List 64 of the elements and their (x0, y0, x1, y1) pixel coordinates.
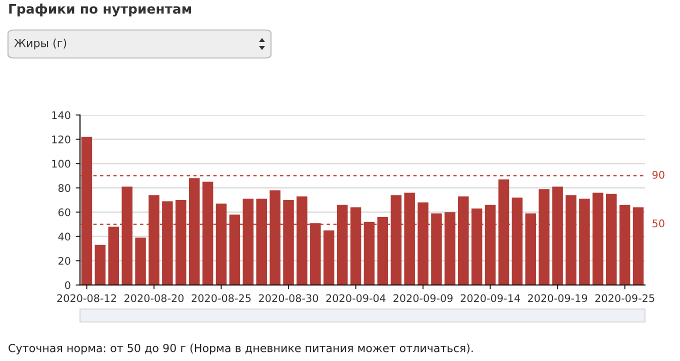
bar (242, 198, 254, 285)
text: Суточная норма: от 50 до 90 г (Норма в дневнике питания может отличаться). (8, 344, 473, 354)
x-tick-label: 2020-09-04 (326, 294, 386, 302)
x-tick-label: 2020-08-30 (259, 294, 318, 302)
x-tick-label: 2020-09-09 (394, 294, 453, 302)
bar (188, 178, 200, 285)
bar (444, 212, 456, 285)
bar (377, 217, 388, 285)
y-tick-label: 100 (52, 160, 70, 168)
y-tick-label: 120 (52, 136, 70, 144)
x-tick-label: 2020-09-14 (460, 294, 520, 302)
bar (216, 204, 227, 285)
bar (94, 244, 106, 285)
bar (81, 136, 92, 285)
bar (498, 179, 510, 285)
bar (122, 186, 132, 285)
y-tick-label: 140 (52, 111, 70, 120)
bar (418, 202, 428, 285)
bar (390, 195, 402, 285)
bar (525, 213, 536, 285)
bar (538, 189, 550, 285)
bar (606, 194, 617, 285)
bar (619, 204, 630, 285)
y-tick-label: 40 (58, 232, 70, 241)
ref-line-label: 90 (652, 170, 664, 179)
bar (566, 195, 576, 285)
y-tick-label: 20 (58, 256, 70, 265)
ref-line-label: 50 (652, 219, 664, 228)
bar (632, 207, 644, 285)
chart-subtitle: Жиры (г) (14, 38, 66, 50)
bar (229, 214, 240, 285)
x-tick-label: 2020-08-20 (124, 294, 184, 302)
bar (484, 204, 496, 285)
bar (336, 204, 348, 285)
x-tick-label: 2020-08-25 (192, 294, 251, 302)
x-tick-label: 2020-08-12 (57, 294, 116, 302)
y-tick-label: 60 (58, 208, 70, 216)
bar (592, 192, 604, 285)
chart-title: Графики по нутриентам (9, 4, 192, 16)
bar (323, 230, 334, 285)
bar (162, 201, 173, 285)
x-tick-label: 2020-09-19 (528, 294, 588, 302)
bar (471, 208, 482, 285)
bar (431, 213, 442, 285)
bar (552, 186, 563, 285)
y-tick-label: 80 (58, 184, 70, 192)
bar (310, 223, 321, 285)
bar (256, 198, 267, 285)
bar (108, 226, 120, 285)
y-tick-label: 0 (65, 281, 70, 290)
bar (270, 190, 280, 285)
bar (283, 200, 294, 285)
bar (512, 198, 523, 285)
bar (350, 207, 362, 285)
bar (579, 198, 590, 285)
bar (404, 192, 415, 285)
x-tick-label: 2020-09-25 (595, 294, 654, 302)
bar (458, 196, 469, 285)
bar (135, 238, 146, 285)
bar (364, 222, 375, 285)
bar (296, 196, 308, 285)
bar (176, 200, 186, 285)
bar (148, 195, 160, 285)
bar (202, 182, 214, 285)
